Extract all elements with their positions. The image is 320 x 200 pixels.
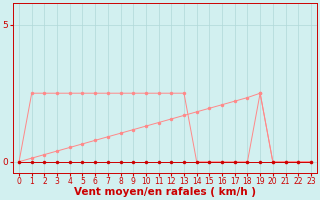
X-axis label: Vent moyen/en rafales ( km/h ): Vent moyen/en rafales ( km/h ) [74, 187, 256, 197]
